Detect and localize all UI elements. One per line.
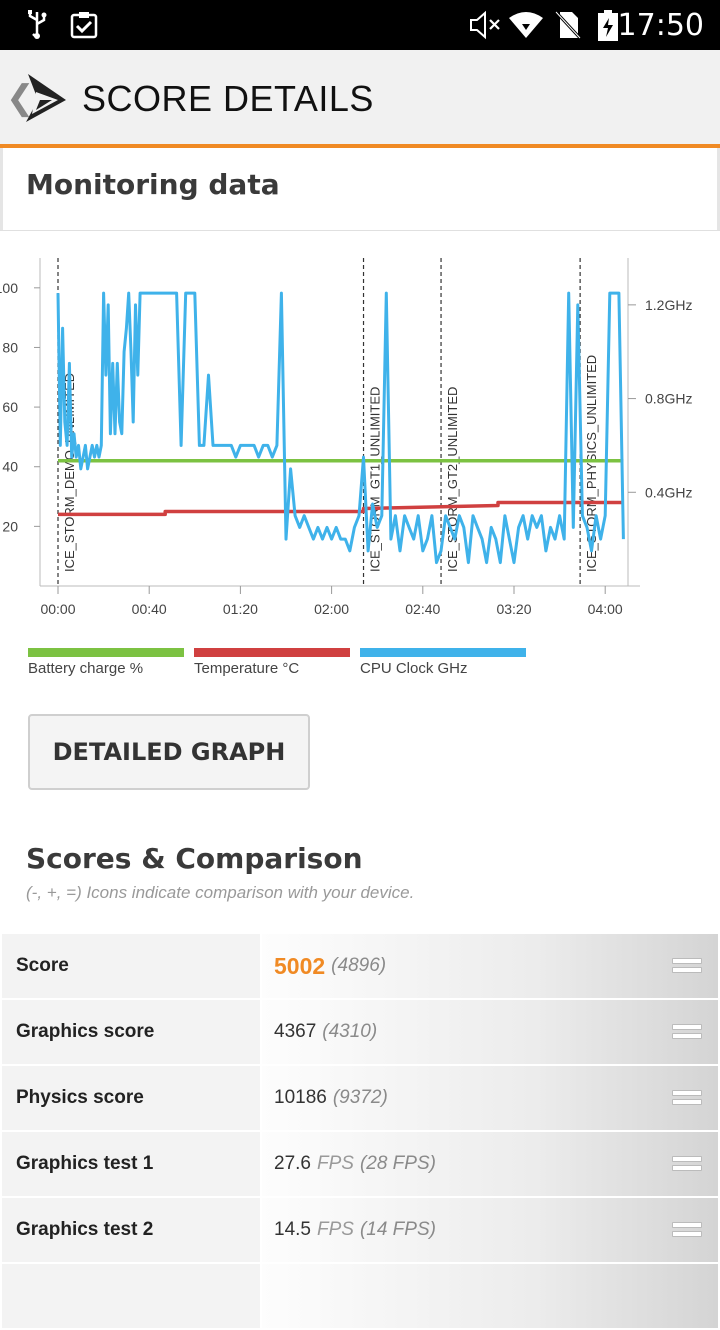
- equal-icon: [672, 1024, 702, 1040]
- row-value-cell: 4367 (4310): [262, 1000, 718, 1064]
- y-right-tick-label: 0.8GHz: [645, 391, 692, 407]
- row-value-cell: 10186 (9372): [262, 1066, 718, 1130]
- x-tick-label: 03:20: [496, 601, 531, 617]
- row-value: 5002: [274, 952, 326, 979]
- equal-icon: [672, 1156, 702, 1172]
- cpu-clock-series-line: [56, 291, 625, 565]
- status-bar: 17:50: [0, 0, 720, 50]
- row-compare: (4896): [331, 955, 387, 976]
- row-value: 10186: [274, 1087, 327, 1108]
- panel-border-left: [0, 148, 3, 230]
- clipboard-check-icon: [70, 10, 98, 45]
- x-tick-label: 02:40: [405, 601, 440, 617]
- x-tick-label: 01:20: [223, 601, 258, 617]
- monitoring-chart: 100 80 60 40 20 1.2GHz 0.8GHz 0.4GHz 00:00 00:40 0…: [0, 244, 720, 634]
- y-left-tick-label: 40: [2, 459, 18, 475]
- row-unit: FPS: [316, 1153, 354, 1174]
- monitoring-chart-svg: 100 80 60 40 20 1.2GHz 0.8GHz 0.4GHz 00:00 00:40 0…: [0, 258, 692, 617]
- panel-border-right: [717, 148, 720, 230]
- table-row[interactable]: Physics score 10186 (9372): [2, 1066, 718, 1130]
- row-unit: FPS: [316, 1219, 354, 1240]
- clock: 17:50: [617, 8, 704, 43]
- equal-icon: [672, 1090, 702, 1106]
- comparison-note: (-, +, =) Icons indicate comparison with…: [26, 883, 415, 902]
- legend-battery-swatch: [28, 648, 184, 657]
- y-left-tick-label: 80: [2, 339, 18, 355]
- row-value-cell: 5002 (4896): [262, 934, 718, 998]
- legend-cpu-clock-label: CPU Clock GHz: [360, 660, 468, 677]
- x-tick-label: 00:00: [40, 601, 75, 617]
- equal-icon: [672, 1222, 702, 1238]
- row-label: Graphics test 2: [2, 1198, 260, 1262]
- detailed-graph-button[interactable]: DETAILED GRAPH: [28, 714, 310, 790]
- no-sim-icon: [554, 10, 582, 45]
- x-tick-label: 02:00: [314, 601, 349, 617]
- y-right-tick-label: 1.2GHz: [645, 297, 692, 313]
- scores-table: Score 5002 (4896) Graphics score 4367 (4…: [2, 934, 718, 1330]
- row-value-cell: [262, 1264, 718, 1328]
- chevron-left-icon[interactable]: ❮: [6, 79, 35, 117]
- row-compare: (4310): [322, 1021, 378, 1042]
- legend-temperature-swatch: [194, 648, 350, 657]
- usb-icon: [24, 10, 50, 45]
- row-label: Physics score: [2, 1066, 260, 1130]
- x-tick-label: 00:40: [132, 601, 167, 617]
- row-compare: (14 FPS): [359, 1219, 436, 1240]
- wifi-icon: [508, 10, 544, 45]
- y-left-tick-label: 20: [2, 518, 18, 534]
- row-value: 14.5: [274, 1219, 311, 1240]
- mute-icon: [468, 10, 502, 45]
- row-value-cell: 27.6 FPS (28 FPS): [262, 1132, 718, 1196]
- 3dmark-logo-icon[interactable]: [22, 70, 70, 131]
- row-label: [2, 1264, 260, 1328]
- table-row[interactable]: Graphics test 2 14.5 FPS (14 FPS): [2, 1198, 718, 1262]
- y-right-tick-label: 0.4GHz: [645, 484, 692, 500]
- row-compare: (28 FPS): [359, 1153, 436, 1174]
- row-label: Graphics score: [2, 1000, 260, 1064]
- temperature-series-line: [58, 500, 624, 517]
- row-value: 4367: [274, 1021, 317, 1042]
- page-title: SCORE DETAILS: [82, 78, 374, 119]
- row-value-cell: 14.5 FPS (14 FPS): [262, 1198, 718, 1262]
- row-label: Score: [2, 934, 260, 998]
- monitoring-heading: Monitoring data: [26, 168, 280, 201]
- y-left-tick-label: 60: [2, 399, 18, 415]
- legend-battery-label: Battery charge %: [28, 660, 144, 677]
- y-left-tick-label: 100: [0, 280, 18, 296]
- app-bar: ❮ SCORE DETAILS: [0, 50, 720, 148]
- scores-heading: Scores & Comparison: [26, 842, 363, 875]
- table-row[interactable]: Graphics test 1 27.6 FPS (28 FPS): [2, 1132, 718, 1196]
- row-value: 27.6: [274, 1153, 311, 1174]
- table-row[interactable]: [2, 1264, 718, 1328]
- table-row[interactable]: Score 5002 (4896): [2, 934, 718, 998]
- test-marker-label: ICE_STORM_GT2_UNLIMITED: [445, 387, 460, 572]
- legend-temperature-label: Temperature °C: [194, 660, 300, 677]
- battery-charging-icon: [596, 10, 620, 47]
- legend-cpu-clock-swatch: [360, 648, 526, 657]
- table-row[interactable]: Graphics score 4367 (4310): [2, 1000, 718, 1064]
- row-compare: (9372): [332, 1087, 388, 1108]
- divider: [0, 230, 720, 231]
- x-tick-label: 04:00: [588, 601, 623, 617]
- equal-icon: [672, 958, 702, 974]
- row-label: Graphics test 1: [2, 1132, 260, 1196]
